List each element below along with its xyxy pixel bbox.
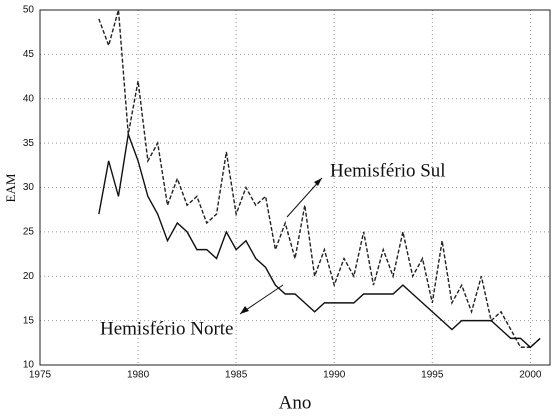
series-annotation: Hemisfério Sul: [330, 160, 446, 181]
arrow-head: [314, 178, 322, 186]
y-tick-label: 20: [23, 271, 35, 282]
series-line: [98, 131, 541, 349]
arrow-head: [240, 306, 249, 314]
series-annotation: Hemisfério Norte: [100, 318, 233, 339]
x-tick-label: 1995: [421, 370, 444, 381]
plot-frame: [39, 9, 551, 366]
y-tick-label: 25: [23, 227, 35, 238]
x-tick-label: 1985: [225, 370, 248, 381]
y-axis-label: EAM: [3, 173, 18, 202]
y-tick-label: 15: [23, 315, 35, 326]
x-axis-label: Ano: [279, 392, 312, 413]
x-tick-label: 2000: [519, 370, 542, 381]
y-tick-label: 30: [23, 182, 35, 193]
y-tick-label: 35: [23, 138, 35, 149]
series-line: [98, 9, 541, 348]
y-tick-label: 45: [23, 49, 35, 60]
x-tick-label: 1990: [323, 370, 346, 381]
x-tick-label: 1980: [127, 370, 150, 381]
x-tick-label: 1975: [29, 370, 52, 381]
y-tick-label: 10: [23, 360, 35, 371]
annotation-arrow: [286, 177, 323, 218]
y-tick-label: 40: [23, 93, 35, 104]
y-tick-label: 50: [23, 5, 35, 16]
